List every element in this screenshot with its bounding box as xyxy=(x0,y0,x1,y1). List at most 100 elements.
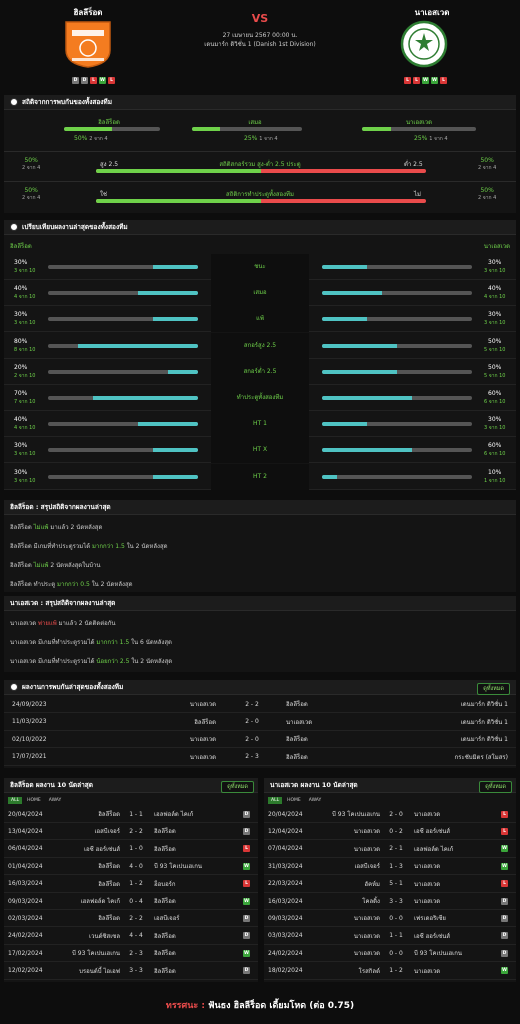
away-form-badge: W xyxy=(431,77,438,84)
last-match-row[interactable]: 24/02/2024 นาเอสเวด 0 - 0 บี 93 โคเปนเฮเกน D xyxy=(264,945,516,963)
score: 0 - 0 xyxy=(389,949,403,957)
h2h-away-label: นาเอสเวด xyxy=(405,119,433,126)
last-match-row[interactable]: 22/03/2024 ฮัคห์ม 5 - 1 นาเอสเวด L xyxy=(264,876,516,893)
match-date: 22/03/2024 xyxy=(268,880,303,888)
result-badge: L xyxy=(243,845,250,853)
home-team-name[interactable]: ฮิลลีร็อด xyxy=(73,8,103,17)
last-match-row[interactable]: 20/04/2024 บี 93 โคเปนเฮเกน 2 - 0 นาเอสเวด L xyxy=(264,806,516,823)
away-team: เอซี ฮอร์เซ่นส์ xyxy=(414,932,451,940)
last-match-row[interactable]: 16/03/2024 ฮิลลีร็อด 1 - 2 ฮ็อบอร์ก L xyxy=(4,876,258,893)
compare-home-pct: 80% xyxy=(14,337,28,345)
compare-home-pct: 70% xyxy=(14,390,28,397)
last-match-row[interactable]: 12/02/2024 บรอนด์บี้ ไอเอฟ 3 - 3 ฮิลลีร็อด D xyxy=(4,963,258,980)
compare-away-count: 5 จาก 10 xyxy=(484,346,506,353)
h2h-match-row[interactable]: 17/07/2021 นาเอสเวด 2 - 3 ฮิลลีร็อด กระชับมิ… xyxy=(4,749,516,766)
h2h-match-row[interactable]: 11/03/2023 ฮิลลีร็อด 2 - 0 นาเอสเวด เดนมาร์ก… xyxy=(4,714,516,731)
away-last10-view-all-button[interactable]: ดูทั้งหมด xyxy=(479,781,512,793)
ou-left-label: สูง 2.5 xyxy=(100,161,119,168)
compare-away-count: 3 จาก 10 xyxy=(484,320,506,327)
summary-text: มากกว่า 1.5 xyxy=(92,543,125,550)
compare-row: 40% 4 จาก 10 เสมอ 40% 4 จาก 10 xyxy=(4,280,516,307)
last-match-row[interactable]: 01/04/2024 ฮิลลีร็อด 4 - 0 บี 93 โคเปนเฮเกน… xyxy=(4,858,258,876)
filter-tab-away[interactable]: AWAY xyxy=(308,798,322,803)
last-match-row[interactable]: 06/04/2024 เอซี ฮอร์เซ่นส์ 1 - 0 ฮิลลีร็อด L xyxy=(4,841,258,858)
score: 2 - 0 xyxy=(245,735,259,743)
last-match-row[interactable]: 17/02/2024 บี 93 โคเปนเฮเกน 2 - 3 ฮิลลีร็อด… xyxy=(4,945,258,963)
summary-text: น้อยกว่า 2.5 xyxy=(96,658,130,665)
summary-text: นาเอสเวด xyxy=(10,620,39,627)
away-team: ฮิลลีร็อด xyxy=(154,898,176,905)
last-match-row[interactable]: 09/03/2024 เฮลฟอล์ด ไคเก้ 0 - 4 ฮิลลีร็อด W xyxy=(4,893,258,910)
summary-text: มากกว่า 0.5 xyxy=(57,581,90,588)
summary-text: มากกว่า 1.5 xyxy=(96,639,130,646)
compare-home-pct: 40% xyxy=(14,285,28,293)
match-date: 27 เมษายน 2567 00:00 น. xyxy=(222,32,298,39)
home-form-badge: D xyxy=(72,77,79,84)
last-match-row[interactable]: 09/03/2024 นาเอสเวด 0 - 0 เฟรเดอริเซีย D xyxy=(264,910,516,928)
filter-tab-home[interactable]: HOME xyxy=(27,798,41,803)
last-match-row[interactable]: 24/02/2024 เวนด์ซิสเซล 4 - 4 ฮิลลีร็อด D xyxy=(4,928,258,945)
away-team-logo[interactable] xyxy=(400,20,448,68)
compare-away-pct: 50% xyxy=(488,363,502,371)
home-team: บรอนด์บี้ ไอเอฟ xyxy=(79,967,120,975)
home-last10-view-all-button[interactable]: ดูทั้งหมด xyxy=(221,781,254,793)
compare-metric-label: ทำประตูทั้งสองทีม xyxy=(211,385,309,411)
home-team: เฮลฟอล์ด ไคเก้ xyxy=(80,898,120,905)
ou-right-count: 2 จาก 4 xyxy=(478,165,497,171)
result-badge: D xyxy=(243,914,250,922)
away-last10-header: นาเอสเวด ผลงาน 10 นัดล่าสุด xyxy=(264,778,516,793)
filter-tab-all[interactable]: ALL xyxy=(268,797,283,804)
summary-line: ฮิลลีร็อด ทำประตู มากกว่า 0.5 ใน 2 นัดหล… xyxy=(10,579,510,589)
home-team: บี 93 โคเปนเฮเกน xyxy=(332,811,380,818)
last-match-row[interactable]: 13/04/2024 เอสบีเจอร์ 2 - 2 ฮิลลีร็อด D xyxy=(4,823,258,841)
last-match-row[interactable]: 07/04/2024 นาเอสเวด 2 - 1 เฮลฟอล์ด ไคเก้ W xyxy=(264,841,516,858)
away-last10-section: นาเอสเวด ผลงาน 10 นัดล่าสุด ดูทั้งหมด AL… xyxy=(264,778,516,982)
compare-away-pct: 40% xyxy=(488,285,502,293)
compare-home-count: 2 จาก 10 xyxy=(14,372,36,379)
h2h-draw-pct: 25% xyxy=(244,135,258,142)
home-form-badge: D xyxy=(81,77,88,84)
compare-metric-label: HT X xyxy=(211,437,309,464)
match-date: 11/03/2023 xyxy=(12,718,47,725)
ou-right-label: ต่ำ 2.5 xyxy=(404,161,423,168)
filter-tab-away[interactable]: AWAY xyxy=(48,798,62,803)
summary-text: นาเอสเวด มีเกมที่ทำประตูรวมได้ xyxy=(10,639,97,646)
h2h-match-row[interactable]: 02/10/2022 นาเอสเวด 2 - 0 ฮิลลีร็อด เดนมาร์ก… xyxy=(4,731,516,748)
result-badge: L xyxy=(501,827,508,835)
compare-home-pct: 30% xyxy=(14,468,28,476)
tip-label: ทรรศนะ : xyxy=(165,1001,205,1011)
last-match-row[interactable]: 31/03/2024 เอสบีเจอร์ 1 - 3 นาเอสเวด W xyxy=(264,858,516,876)
result-badge: D xyxy=(243,967,250,975)
home-team: โรสกิลด์ xyxy=(358,967,380,975)
compare-metric-label: แพ้ xyxy=(211,306,309,333)
last-match-row[interactable]: 03/03/2024 นาเอสเวด 1 - 1 เอซี ฮอร์เซ่นส์ D xyxy=(264,928,516,945)
last-match-row[interactable]: 20/04/2024 ฮิลลีร็อด 1 - 1 เฮลฟอล์ด ไคเก้ D xyxy=(4,806,258,823)
home-team: นาเอสเวด xyxy=(353,828,380,836)
recent-h2h-view-all-button[interactable]: ดูทั้งหมด xyxy=(477,683,510,695)
compare-home-bar xyxy=(48,448,198,453)
match-league: เดนมาร์ก ดิวิชั่น 1 (Danish 1st Division… xyxy=(204,41,316,48)
last-match-row[interactable]: 02/03/2024 ฮิลลีร็อด 2 - 2 เอสบีเจอร์ D xyxy=(4,910,258,928)
h2h-match-row[interactable]: 24/09/2023 นาเอสเวด 2 - 2 ฮิลลีร็อด เดนมาร์ก… xyxy=(4,696,516,713)
compare-metric-label: HT 2 xyxy=(211,463,309,490)
h2h-away-count: 1 จาก 4 xyxy=(429,136,448,142)
match-date: 24/02/2024 xyxy=(8,932,43,940)
away-summary-header: นาเอสเวด : สรุปสถิติจากผลงานล่าสุด xyxy=(4,596,516,611)
compare-away-bar xyxy=(322,422,472,427)
h2h-home-bar xyxy=(64,127,160,131)
home-summary-header: ฮิลลีร็อด : สรุปสถิติจากผลงานล่าสุด xyxy=(4,500,516,515)
filter-tab-home[interactable]: HOME xyxy=(287,798,301,803)
home-team: บี 93 โคเปนเฮเกน xyxy=(72,950,120,958)
summary-text: มาแล้ว 2 นัดหลังสุด xyxy=(48,524,103,531)
away-team: ฮิลลีร็อด xyxy=(154,932,176,940)
last-match-row[interactable]: 16/03/2024 โคลดิ้ง 3 - 3 นาเอสเวด D xyxy=(264,893,516,910)
last-match-row[interactable]: 12/04/2024 นาเอสเวด 0 - 2 เอซี ฮอร์เซ่นส์ L xyxy=(264,823,516,841)
away-team-name[interactable]: นาเอสเวด xyxy=(414,8,450,17)
compare-metric-label: สกอร์สูง 2.5 xyxy=(211,332,309,359)
btts-left-label: ใช่ xyxy=(100,191,108,198)
filter-tab-all[interactable]: ALL xyxy=(8,797,23,804)
home-team-logo[interactable] xyxy=(64,20,112,68)
last-match-row[interactable]: 18/02/2024 โรสกิลด์ 1 - 2 นาเอสเวด W xyxy=(264,963,516,980)
home-team: ฮิลลีร็อด xyxy=(98,915,120,923)
